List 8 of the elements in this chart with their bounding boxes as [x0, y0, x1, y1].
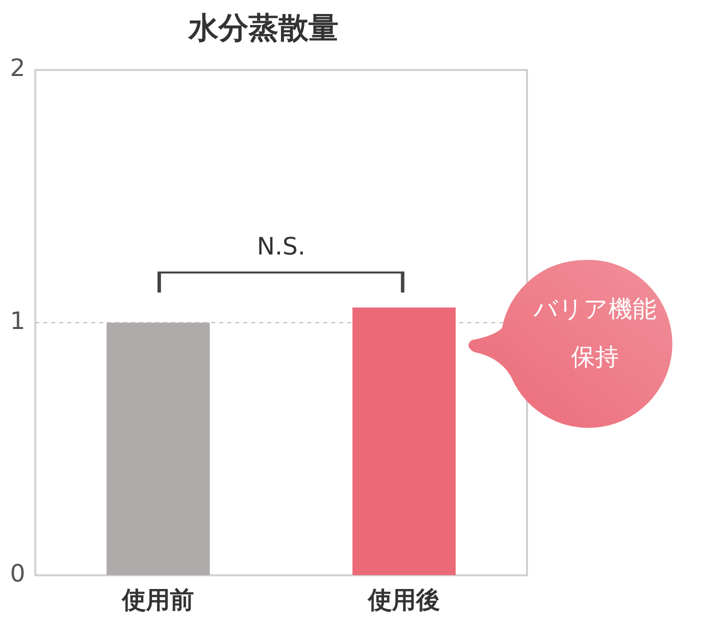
- text: バリア機能保持: [532, 294, 658, 373]
- y-tick-label: 2: [10, 54, 26, 82]
- x-tick-label: 使用後: [367, 586, 440, 614]
- chart-title: 水分蒸散量: [188, 10, 338, 46]
- annotation: N.S.: [256, 232, 306, 261]
- y-tick-label: 1: [10, 306, 26, 335]
- x-tick-label: 使用前: [121, 586, 194, 614]
- y-tick-label: 0: [10, 559, 26, 588]
